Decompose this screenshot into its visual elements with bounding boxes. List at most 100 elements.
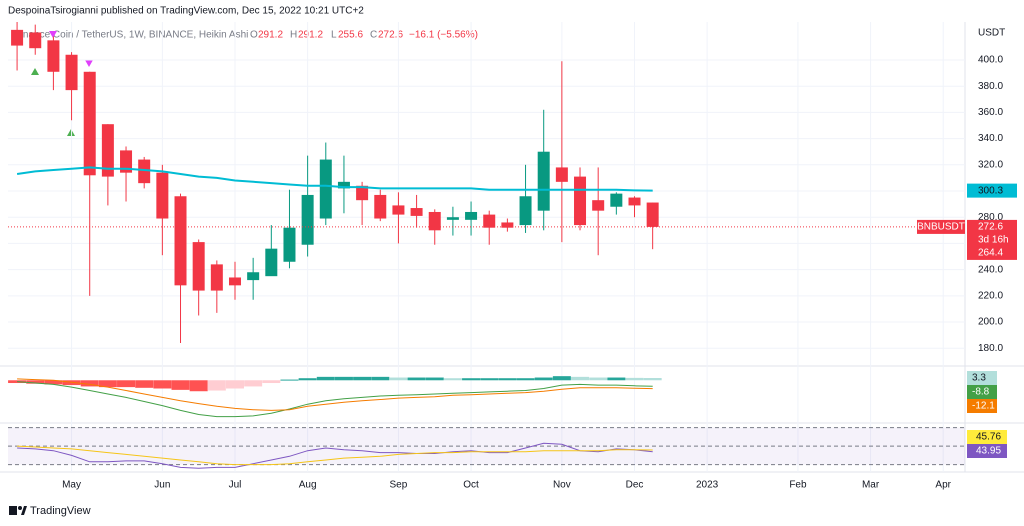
candle-body: [156, 172, 169, 219]
histogram-bar: [153, 380, 172, 389]
histogram-bar: [189, 380, 208, 392]
low-price-label: 264.4: [978, 248, 1003, 259]
histogram-bar: [117, 380, 136, 388]
candle-body: [337, 181, 350, 189]
histogram-bar: [425, 377, 444, 381]
change: −16.1 (−5.56%): [409, 30, 478, 41]
last-price-label: 272.6: [978, 222, 1003, 233]
candle-body: [319, 159, 332, 219]
candle-body: [192, 242, 205, 291]
value-label: -12.1: [972, 401, 995, 412]
x-tick-label: Mar: [862, 480, 880, 491]
symbol-tag: [917, 219, 965, 234]
histogram-bar: [371, 376, 390, 381]
y-tick-label: 380.0: [978, 81, 1003, 92]
histogram-bar: [353, 376, 372, 381]
histogram-bar: [298, 378, 317, 381]
value-tag: [967, 399, 997, 413]
ohlc-key: C: [370, 30, 377, 41]
histogram-bar: [98, 380, 117, 388]
candle-body: [446, 217, 459, 220]
histogram-bar: [552, 376, 571, 381]
candle-body: [29, 32, 42, 49]
candle-body: [247, 272, 260, 281]
histogram-bar: [244, 380, 263, 387]
x-tick-label: Jun: [154, 480, 170, 491]
ohlc-key: L: [331, 30, 337, 41]
x-tick-label: Feb: [789, 480, 807, 491]
ma-label: 300.3: [978, 185, 1003, 196]
candle-body: [610, 193, 623, 207]
candle-body: [392, 205, 405, 215]
value-label: -8.8: [972, 387, 990, 398]
y-tick-label: 200.0: [978, 317, 1003, 328]
histogram-bar: [262, 380, 281, 384]
histogram-bar: [280, 379, 299, 381]
countdown-label: 3d 16h: [978, 235, 1009, 246]
candle-body: [101, 124, 114, 177]
candle-body: [555, 167, 568, 182]
candle-body: [501, 222, 514, 228]
candle-body: [537, 151, 550, 211]
axis-unit: USDT: [978, 28, 1005, 39]
ohlc-value: 272.6: [378, 30, 403, 41]
candle-body: [120, 150, 133, 173]
x-tick-label: Aug: [299, 480, 317, 491]
buy-signal: [31, 68, 39, 75]
histogram-bar: [26, 380, 45, 384]
candle-body: [428, 211, 441, 231]
histogram-bar: [8, 380, 27, 384]
histogram-bar: [44, 380, 63, 385]
histogram-bar: [643, 378, 662, 381]
histogram-bar: [480, 378, 499, 381]
x-tick-label: Jul: [229, 480, 242, 491]
logo-text: TradingView: [30, 505, 91, 517]
value-label: 45.76: [976, 432, 1001, 443]
histogram-bar: [135, 380, 154, 388]
x-tick-label: 2023: [696, 480, 719, 491]
candle-body: [65, 54, 78, 91]
candle-body: [47, 40, 60, 72]
candle-body: [465, 211, 478, 220]
candle-body: [374, 194, 387, 219]
indicator-line: [17, 381, 653, 418]
y-tick-label: 340.0: [978, 133, 1003, 144]
histogram-bar: [534, 377, 553, 381]
moving-average: [16, 166, 653, 192]
candle-body: [265, 248, 278, 277]
candle-body: [519, 196, 532, 226]
candle-body: [410, 208, 423, 216]
sell-signal: [85, 60, 93, 67]
candle-body: [11, 29, 24, 46]
candle-body: [283, 227, 296, 262]
candle-body: [628, 197, 641, 206]
logo-mark: [21, 506, 27, 515]
histogram-bar: [207, 380, 226, 391]
x-tick-label: Dec: [626, 480, 644, 491]
x-tick-label: Sep: [390, 480, 408, 491]
histogram-bar: [407, 377, 426, 381]
ohlc-key: H: [290, 30, 297, 41]
ohlc-value: 291.2: [258, 30, 283, 41]
candle-body: [646, 202, 659, 227]
logo: TradingView: [9, 505, 91, 517]
histogram-bar: [389, 377, 408, 381]
indicator-line: [17, 442, 653, 469]
candle-body: [592, 200, 605, 211]
histogram-bar: [498, 378, 517, 381]
ohlc-key: O: [250, 30, 258, 41]
y-tick-label: 240.0: [978, 264, 1003, 275]
histogram-bar: [443, 378, 462, 381]
value-label: 43.95: [976, 446, 1001, 457]
indicator-line: [17, 445, 653, 466]
candle-body: [356, 185, 369, 201]
indicator-line: [17, 378, 653, 411]
y-tick-label: 320.0: [978, 159, 1003, 170]
symbol: Binance Coin / TetherUS, 1W, BINANCE, He…: [14, 30, 248, 41]
y-tick-label: 280.0: [978, 212, 1003, 223]
histogram-bar: [625, 377, 644, 381]
value-tag: [967, 385, 997, 399]
ma-tag: [967, 183, 1017, 198]
